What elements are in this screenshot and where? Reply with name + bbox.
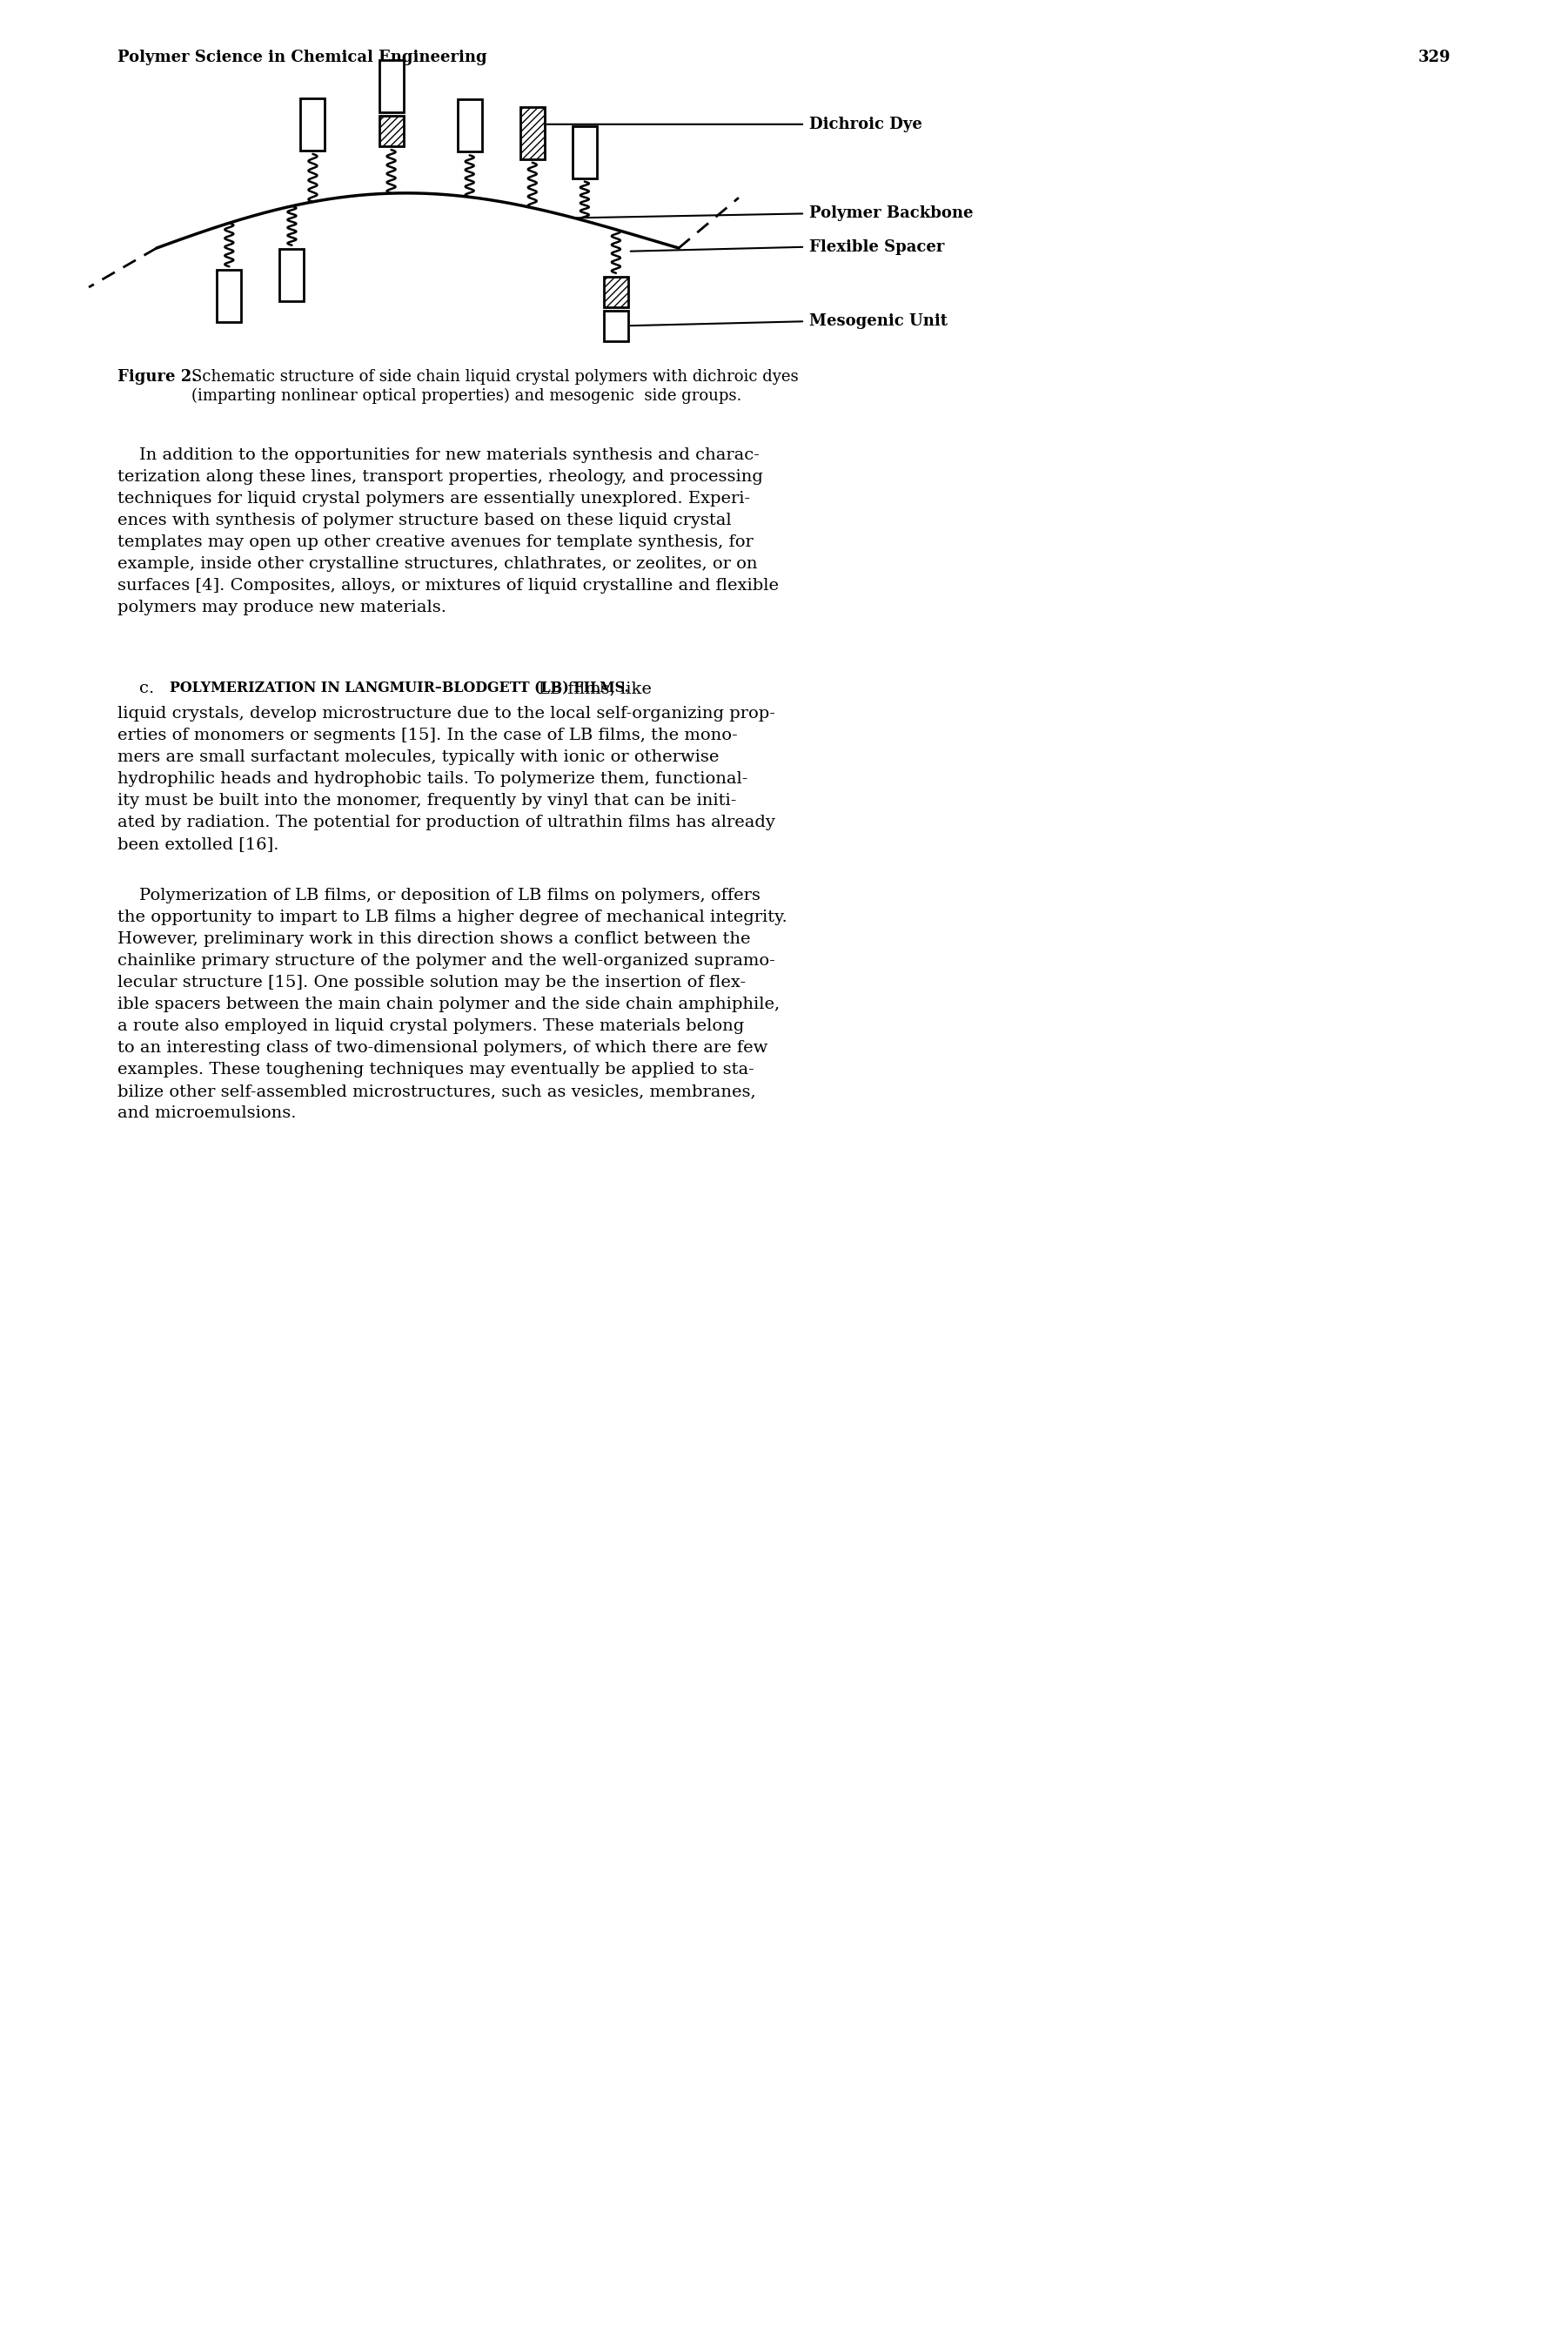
Text: Dichroic Dye: Dichroic Dye — [809, 118, 922, 132]
Text: In addition to the opportunities for new materials synthesis and charac-
terizat: In addition to the opportunities for new… — [118, 446, 779, 616]
Bar — [379, 115, 403, 146]
Bar — [572, 127, 597, 179]
Bar — [604, 310, 629, 341]
Text: Polymerization of LB films, or deposition of LB films on polymers, offers
the op: Polymerization of LB films, or depositio… — [118, 888, 787, 1121]
Text: Flexible Spacer: Flexible Spacer — [809, 240, 944, 254]
Text: Polymer Backbone: Polymer Backbone — [809, 207, 974, 221]
Bar — [458, 99, 481, 153]
Bar — [379, 61, 403, 113]
Bar — [216, 270, 241, 322]
Text: liquid crystals, develop microstructure due to the local self-organizing prop-
e: liquid crystals, develop microstructure … — [118, 705, 775, 853]
Text: (imparting nonlinear optical properties) and mesogenic  side groups.: (imparting nonlinear optical properties)… — [191, 388, 742, 404]
Bar — [279, 249, 304, 301]
Bar — [301, 99, 325, 150]
Text: Schematic structure of side chain liquid crystal polymers with dichroic dyes: Schematic structure of side chain liquid… — [191, 369, 798, 385]
Text: Mesogenic Unit: Mesogenic Unit — [809, 313, 947, 329]
Text: Figure 2.: Figure 2. — [118, 369, 198, 385]
Bar — [521, 106, 544, 160]
Text: Polymer Science in Chemical Engineering: Polymer Science in Chemical Engineering — [118, 49, 488, 66]
Text: POLYMERIZATION IN LANGMUIR–BLODGETT (LB) FILMS.: POLYMERIZATION IN LANGMUIR–BLODGETT (LB)… — [169, 682, 629, 696]
Bar — [604, 277, 629, 308]
Text: 329: 329 — [1417, 49, 1450, 66]
Text: LB films, like: LB films, like — [522, 682, 651, 696]
Text: c.: c. — [118, 682, 160, 696]
